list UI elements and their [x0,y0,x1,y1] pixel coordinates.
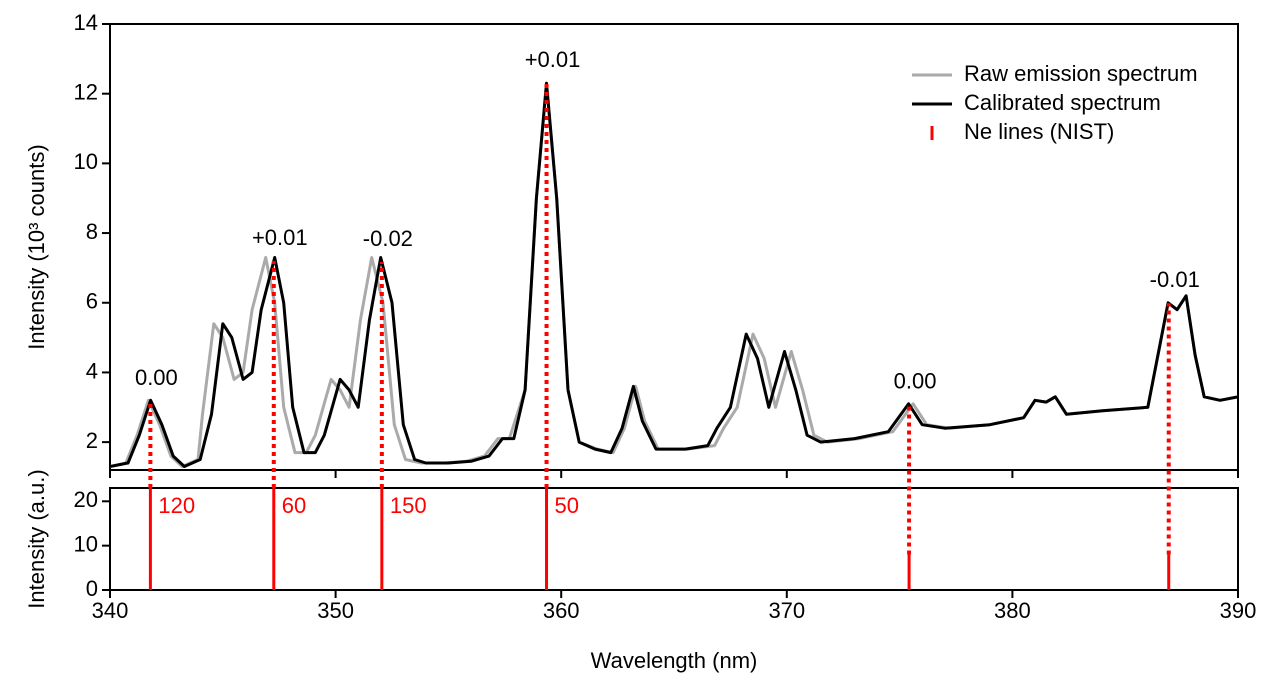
line-bar [907,554,911,590]
legend-label: Calibrated spectrum [964,90,1161,115]
y-tick-label: 2 [86,428,98,453]
line-intensity-label: 60 [282,493,306,518]
plot-frame [109,487,1239,591]
spectra [110,81,1238,468]
y-tick-label: 4 [86,358,98,383]
line-bar [1167,554,1171,590]
line-intensity-label: 150 [390,493,427,518]
shift-label: +0.01 [525,47,581,72]
plot-frame [109,23,1239,471]
y-tick-label: 12 [74,80,98,105]
y-tick-label: 0 [86,576,98,601]
x-tick-label: 350 [317,598,354,623]
ne-lines [148,488,1171,590]
y-axis-label: Intensity (a.u.) [24,469,49,608]
line-bar [148,488,152,590]
line-bar [272,488,276,590]
x-tick-label: 360 [543,598,580,623]
shift-label: -0.01 [1150,267,1200,292]
y-tick-label: 6 [86,289,98,314]
line-bar [380,488,384,590]
y-tick-label: 10 [74,149,98,174]
y-tick-label: 8 [86,219,98,244]
y-axis-label: Intensity (10³ counts) [24,144,49,349]
x-axis-label: Wavelength (nm) [591,648,758,673]
y-tick-label: 14 [74,10,98,35]
line-intensity-label: 50 [555,493,579,518]
x-tick-label: 370 [768,598,805,623]
shift-label: 0.00 [135,365,178,390]
line-intensity-label: 120 [158,493,195,518]
shift-label: +0.01 [252,225,308,250]
x-tick-label: 390 [1220,598,1257,623]
x-tick-label: 380 [994,598,1031,623]
y-tick-label: 10 [74,531,98,556]
spectrum-line [110,81,1238,468]
shift-label: -0.02 [363,226,413,251]
y-tick-label: 20 [74,487,98,512]
x-tick-label: 340 [92,598,129,623]
shift-label: 0.00 [894,368,937,393]
line-bar [545,488,549,590]
legend-label: Raw emission spectrum [964,61,1198,86]
legend-label: Ne lines (NIST) [964,119,1114,144]
